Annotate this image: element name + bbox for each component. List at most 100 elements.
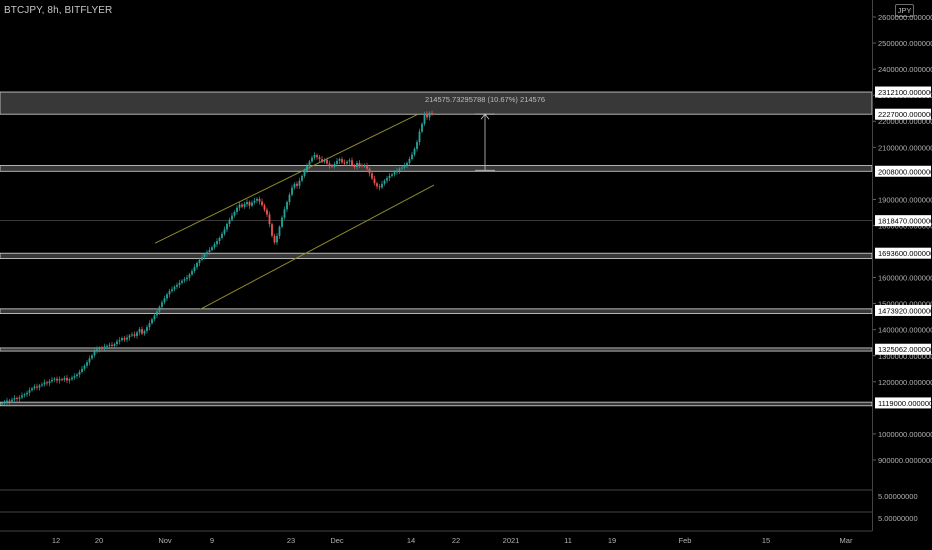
candle-body <box>221 233 223 238</box>
candle-body <box>308 161 311 167</box>
candle-body <box>103 346 106 349</box>
candle-body <box>226 223 228 230</box>
price-tick-label: 2100000.00000000 <box>878 143 932 152</box>
time-tick-label: 14 <box>407 536 415 545</box>
candle-body <box>178 282 181 285</box>
candle-body <box>203 254 206 258</box>
time-tick-label: 2021 <box>503 536 520 545</box>
time-tick-label: 23 <box>287 536 295 545</box>
candle-body <box>388 175 391 179</box>
measure-arrow-icon <box>480 113 490 120</box>
time-tick-label: 9 <box>210 536 214 545</box>
candle-body <box>211 247 213 250</box>
currency-badge[interactable]: JPY <box>895 4 914 17</box>
candle-body <box>33 386 36 389</box>
candle-body <box>231 215 233 220</box>
candle-body <box>273 235 276 243</box>
candle-body <box>371 173 373 179</box>
candle-body <box>141 329 143 334</box>
candle-body <box>131 334 133 336</box>
candle-body <box>383 180 386 184</box>
candle-body <box>46 382 48 384</box>
candle-body <box>398 168 401 171</box>
candle-body <box>403 165 406 168</box>
candle-body <box>96 349 98 352</box>
candle-body <box>346 161 348 164</box>
candle-body <box>18 397 21 399</box>
candle-body <box>38 385 41 388</box>
level-label-bg <box>875 304 931 316</box>
price-axis[interactable]: 2600000.00000000 2500000.00000000 2400000.… <box>872 0 932 531</box>
level-label-bg <box>875 397 931 409</box>
candle-body <box>268 214 271 225</box>
candle-body <box>223 229 226 234</box>
time-axis[interactable]: 12 20 Nov 9 23 Dec 14 22 2021 11 19 Feb 15 Mar <box>0 530 872 545</box>
candle-body <box>331 165 333 167</box>
candle-body <box>76 374 78 377</box>
candle-body <box>303 170 306 176</box>
candle-body <box>276 235 278 243</box>
candle-body <box>391 174 393 176</box>
candle-body <box>28 390 31 393</box>
candle-body <box>348 160 351 162</box>
pane-tick-label: 5.00000000 <box>878 492 918 501</box>
candle-body <box>228 219 231 224</box>
price-tick-label: 1000000.00000000 <box>878 430 932 439</box>
candle-body <box>343 162 346 164</box>
candle-body <box>91 355 93 359</box>
zone-4 <box>0 347 873 352</box>
zone-1 <box>0 165 873 172</box>
level-label: 2312100.00000000 <box>878 88 932 97</box>
price-tick-label: 1300000.00000000 <box>878 352 932 361</box>
candle-body <box>151 319 153 324</box>
candle-body <box>146 327 148 332</box>
candle-body <box>396 170 398 173</box>
candle-body <box>196 262 198 268</box>
price-tick-label: 1200000.00000000 <box>878 378 932 387</box>
candle-body <box>378 186 381 188</box>
price-tick-label: 1600000.00000000 <box>878 274 932 283</box>
measure-tool[interactable]: 214575.73295788 (10.67%) 214576 <box>425 95 545 171</box>
candle-body <box>101 347 103 349</box>
candle-body <box>316 155 318 158</box>
candle-body <box>341 159 343 163</box>
candle-body <box>193 267 196 272</box>
level-label-bg <box>875 215 931 227</box>
candle-body <box>118 340 121 342</box>
time-tick-label: 15 <box>762 536 770 545</box>
candle-body <box>326 159 328 164</box>
candle-body <box>248 202 251 206</box>
candle-body <box>271 224 273 236</box>
candle-body <box>251 202 253 206</box>
candle-body <box>321 159 323 162</box>
candle-body <box>361 165 363 167</box>
pane-tick-label: 5.00000000 <box>878 514 918 523</box>
candle-body <box>236 207 238 212</box>
candle-body <box>163 298 166 303</box>
time-tick-label: 20 <box>95 536 103 545</box>
candle-body <box>328 163 331 166</box>
candle-body <box>311 157 313 162</box>
candle-body <box>333 163 336 167</box>
candle-body <box>323 159 326 162</box>
candle-body <box>88 358 91 363</box>
candle-body <box>353 165 356 168</box>
candle-body <box>233 211 236 216</box>
price-tick-label: 900000.00000000 <box>878 456 932 465</box>
candle-body <box>166 294 168 299</box>
candle-body <box>48 381 51 384</box>
candle-body <box>86 362 88 366</box>
candle-body <box>6 400 8 403</box>
candle-body <box>106 345 108 347</box>
candle-body <box>281 217 283 227</box>
candle-body <box>358 162 361 166</box>
candle-body <box>183 279 186 281</box>
level-label: 1818470.00000000 <box>878 217 932 226</box>
candle-body <box>16 397 18 399</box>
channel-upper-line <box>154 113 419 244</box>
candle-body <box>126 337 128 340</box>
candle-body <box>93 351 96 356</box>
candle-body <box>216 241 218 245</box>
level-label: 1473920.00000000 <box>878 306 932 315</box>
